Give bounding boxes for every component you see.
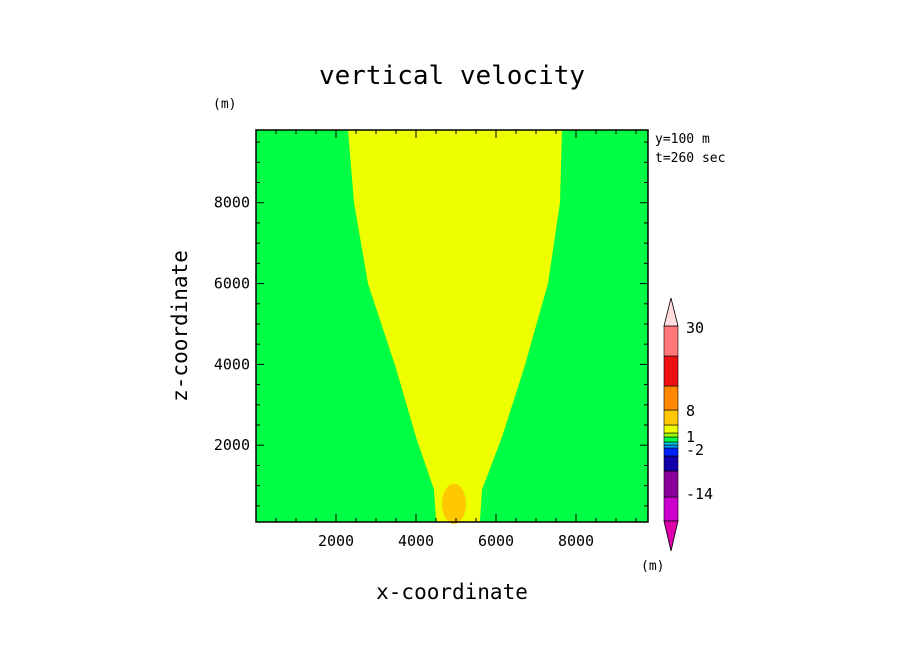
x-tick-label: 4000 [398,532,434,550]
y-axis: 2000 4000 6000 8000 [214,141,648,507]
colorbar-segment [663,496,679,522]
x-tick-label: 8000 [558,532,594,550]
colorbar-segment [663,444,679,449]
colorbar-label: -14 [686,485,713,503]
colorbar-label: 30 [686,319,704,337]
plot-frame [255,129,649,523]
colorbar-segment [663,355,679,387]
chart-title: vertical velocity [319,61,585,91]
info-line-y: y=100 m [655,132,710,147]
colorbar-segment [663,385,679,411]
y-tick-label: 2000 [214,436,250,454]
colorbar-label: 1 [686,428,695,446]
colorbar-arrow-top [663,297,679,327]
x-tick-label: 6000 [478,532,514,550]
colorbar-segment [663,441,679,446]
colorbar-segment [663,424,679,434]
y-tick-label: 8000 [214,194,250,212]
y-tick-label: 4000 [214,355,250,373]
colorbar-label: 8 [686,402,695,420]
colorbar-segment [663,447,679,457]
colorbar-arrow-bottom [663,520,679,552]
colorbar-label: -2 [686,441,704,459]
y-tick-label: 6000 [214,275,250,293]
core-region [442,483,466,525]
y-unit-label: (m) [213,97,236,112]
x-axis: 2000 4000 6000 8000 [275,130,637,550]
info-line-t: t=260 sec [655,151,725,166]
x-axis-title: x-coordinate [376,580,528,604]
colorbar-segment [663,325,679,357]
plot-area [255,129,649,525]
colorbar: 30 8 1-2 -14 [663,297,713,552]
colorbar-segment [663,470,679,498]
plume-region [348,130,562,522]
colorbar-segment [663,409,679,426]
colorbar-segment [663,432,679,438]
colorbar-segment [663,455,679,472]
x-tick-label: 2000 [318,532,354,550]
colorbar-segment [663,436,679,443]
y-axis-title: z-coordinate [168,250,192,402]
colorbar-unit-label: (m) [641,559,664,574]
